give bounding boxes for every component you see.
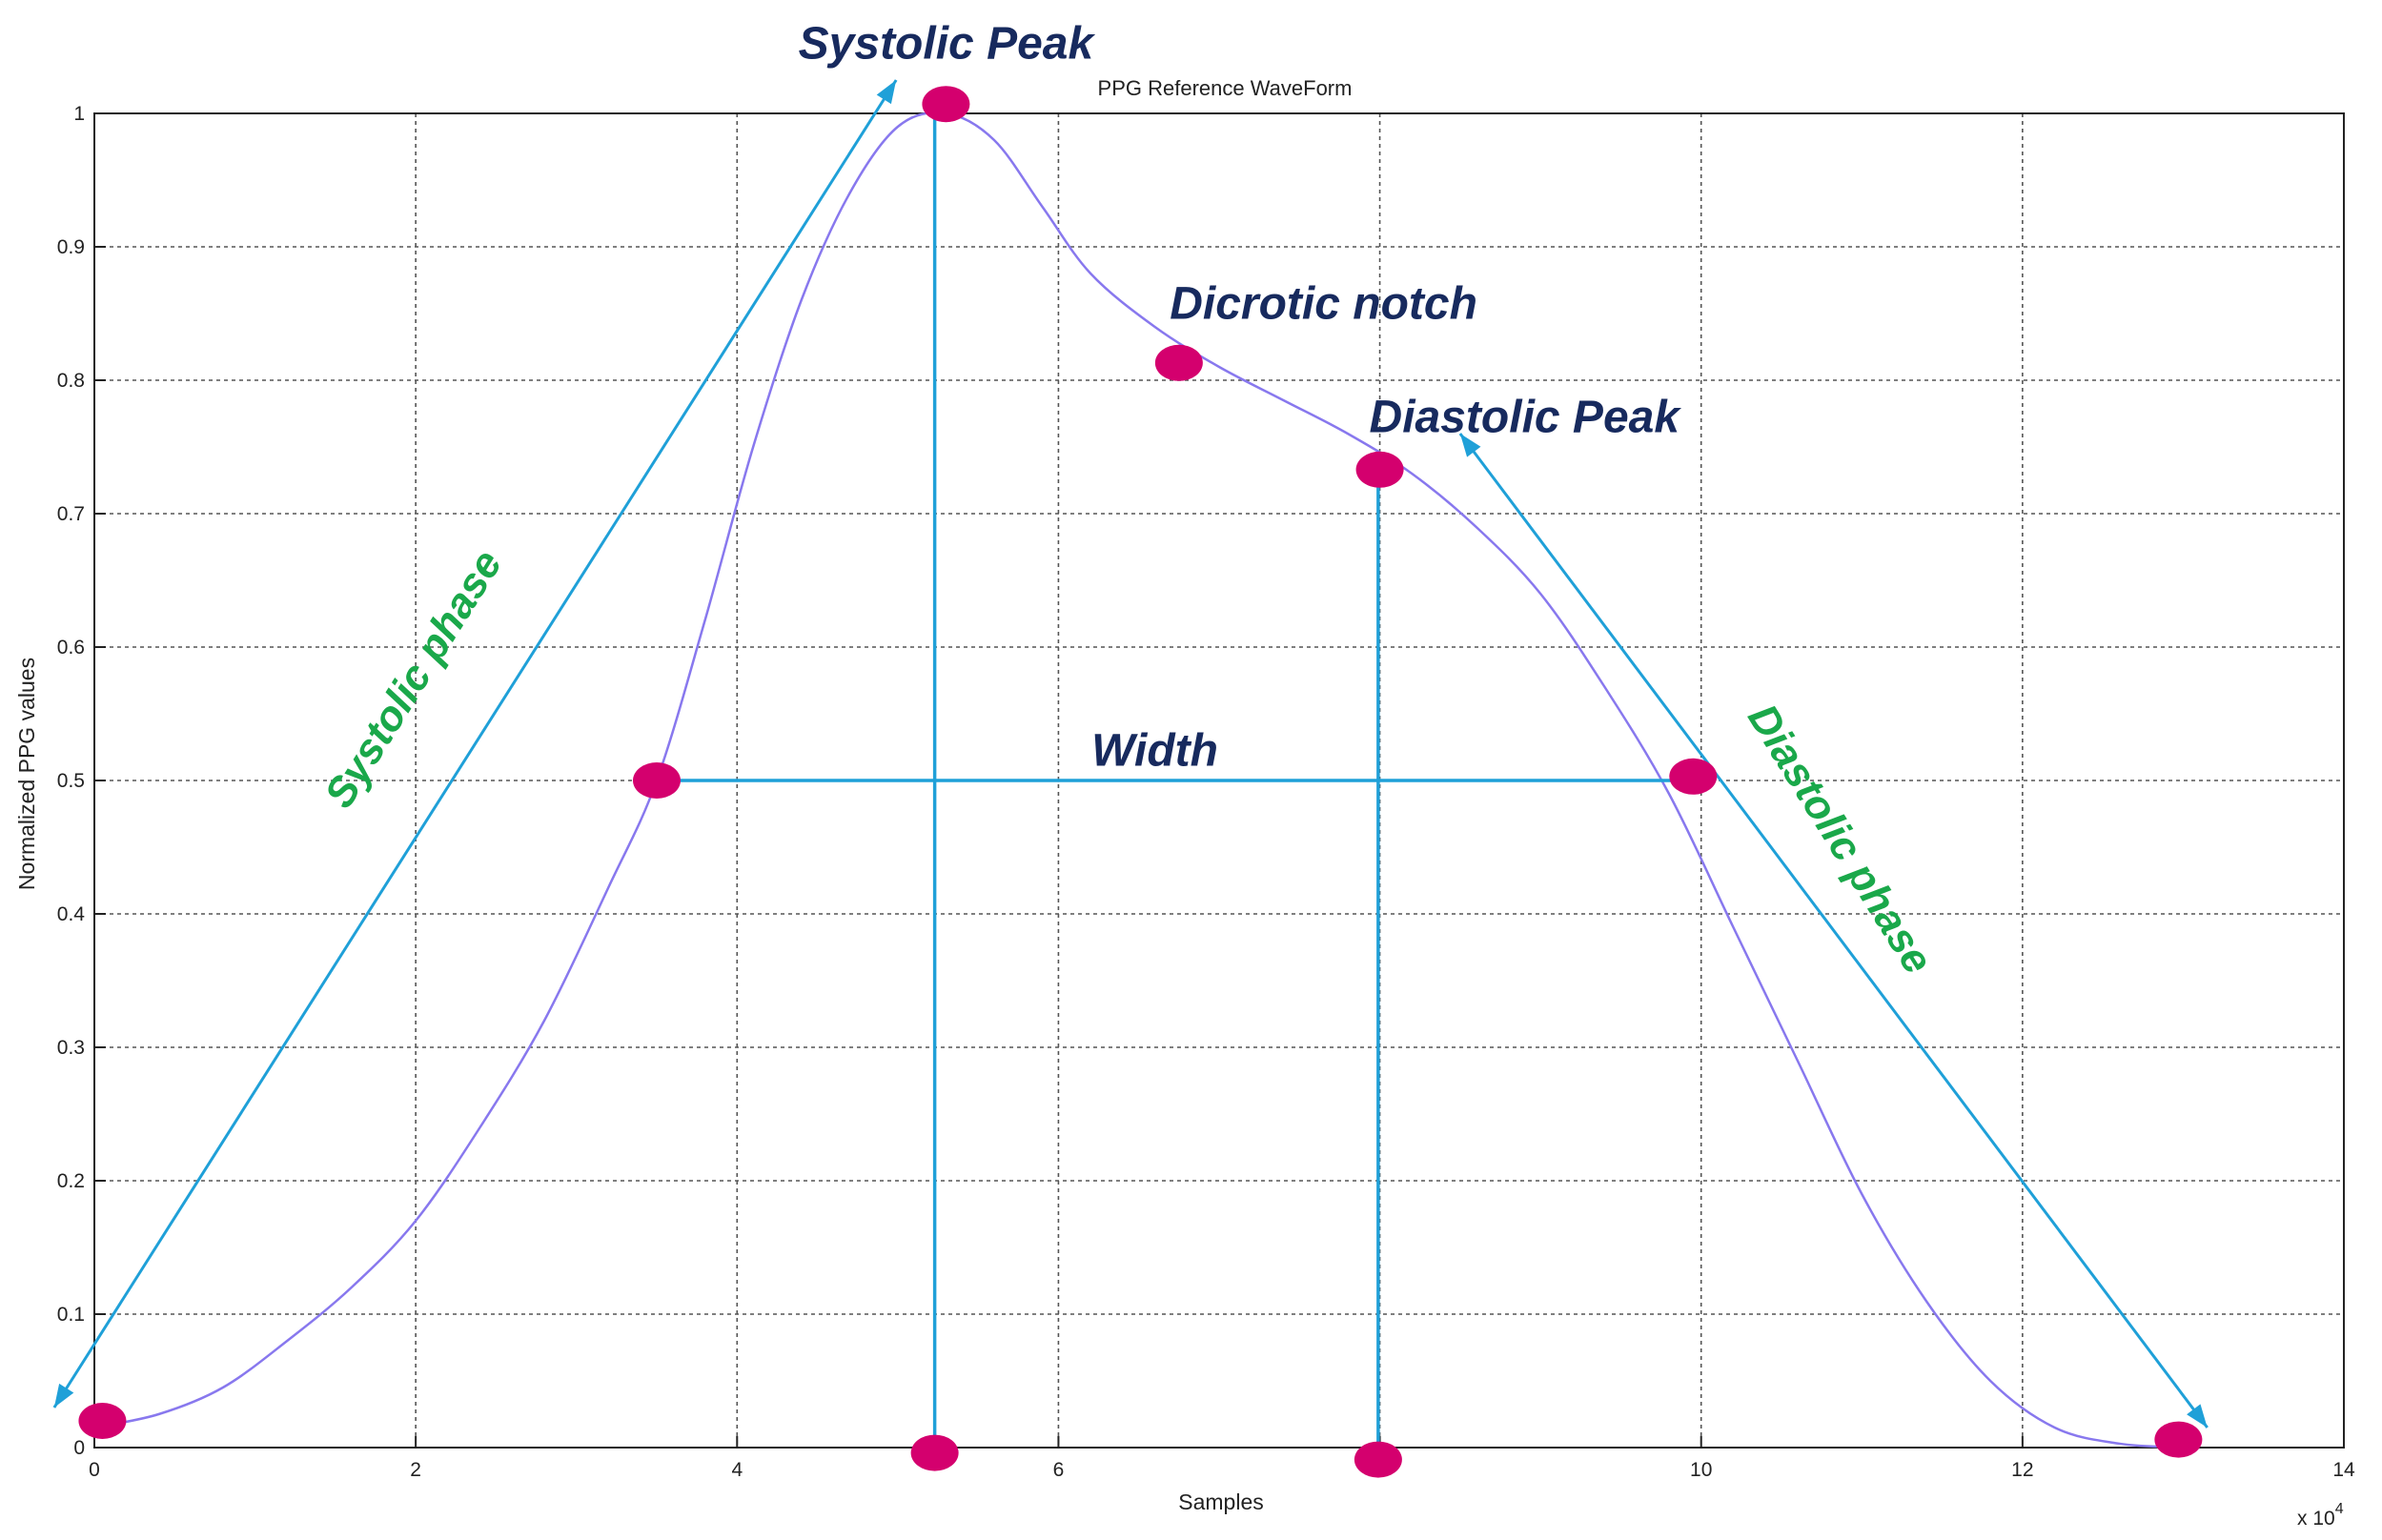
waveform-marker [1354,1441,1402,1478]
waveform-marker [910,1434,959,1471]
waveform-marker [1355,451,1404,488]
arrows [52,79,2209,1429]
ppg-waveform-line [93,111,2184,1449]
annotation-label: Width [1091,726,1218,777]
x-tick-label: 14 [2332,1459,2355,1481]
y-tick-label: 0.9 [57,236,85,258]
guide-lines [657,113,1694,1448]
waveform-marker [633,762,681,799]
arrow-head [1459,434,1481,457]
y-tick-label: 0 [73,1437,85,1459]
annotations: Systolic Peak Dicrotic notch Diastolic Pea… [316,19,1941,983]
arrow-head [53,1383,74,1408]
annotation-label: Systolic phase [316,542,511,816]
waveform-marker [1154,344,1203,381]
x-tick-label: 4 [731,1459,743,1481]
waveform-marker [2154,1421,2203,1458]
y-tick-label: 0.5 [57,770,85,792]
y-tick-label: 0.8 [57,370,85,392]
arrow-head [876,80,897,105]
series [93,111,2184,1449]
phase-arrow [52,79,898,1408]
annotation-label: Diastolic Peak [1370,393,1682,443]
waveform-marker [78,1403,127,1439]
y-tick-label: 0.1 [57,1304,85,1326]
x-multiplier-base: x 10 [2297,1508,2335,1530]
y-tick-label: 0.2 [57,1170,85,1192]
y-tick-label: 0.7 [57,503,85,525]
y-tick-label: 0.4 [57,903,86,925]
x-axis-multiplier: x 104 [2297,1501,2344,1530]
x-tick-label: 10 [1690,1459,1712,1481]
phase-arrow [1458,433,2209,1429]
waveform-marker [1669,758,1718,795]
x-tick-label: 2 [410,1459,421,1481]
grid [94,113,2344,1448]
y-tick-label: 0.6 [57,637,85,659]
x-tick-label: 0 [89,1459,100,1481]
y-tick-label: 1 [73,103,85,125]
x-tick-label: 6 [1053,1459,1065,1481]
x-multiplier-exponent: 4 [2335,1501,2344,1517]
y-axis-title: Normalized PPG values [14,658,39,890]
y-tick-label: 0.3 [57,1037,85,1059]
x-axis-title: Samples [1178,1489,1263,1514]
annotation-label: Dicrotic notch [1170,279,1477,330]
chart-title: PPG Reference WaveForm [1098,76,1353,100]
x-tick-label: 12 [2011,1459,2033,1481]
waveform-marker [922,86,970,123]
markers [78,86,2203,1478]
annotation-label: Systolic Peak [799,19,1096,70]
axes: 0246810121400.10.20.30.40.50.60.70.80.91 [57,103,2355,1481]
arrow-head [2187,1404,2208,1428]
